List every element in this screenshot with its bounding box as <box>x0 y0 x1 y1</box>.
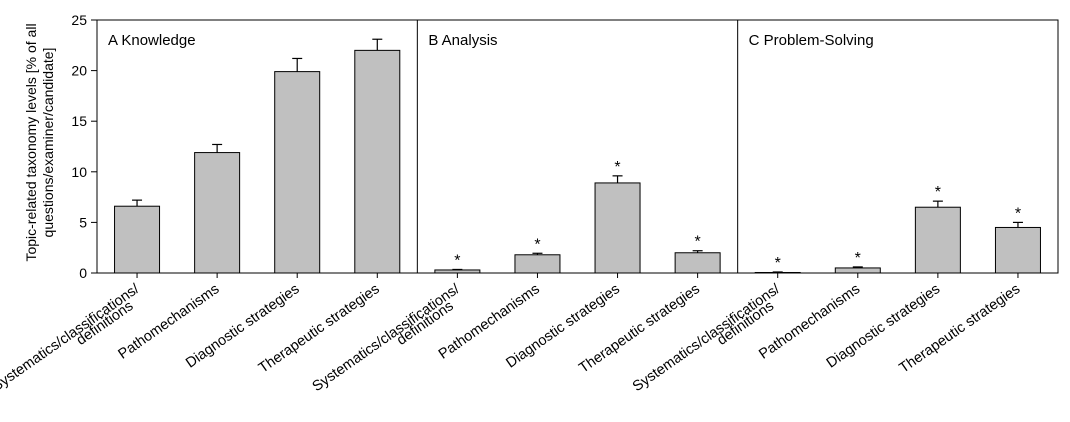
y-axis-label: Topic-related taxonomy levels [% of all <box>23 23 39 261</box>
panel-title: C Problem-Solving <box>749 32 874 49</box>
significance-star: * <box>695 234 701 251</box>
y-tick-label: 15 <box>71 113 87 129</box>
significance-star: * <box>534 236 540 253</box>
significance-star: * <box>855 250 861 267</box>
bar <box>274 71 321 274</box>
bar <box>674 252 721 274</box>
y-tick-label: 10 <box>71 164 87 180</box>
y-tick-label: 20 <box>71 63 87 79</box>
y-axis-label: questions/examiner/candidate] <box>40 48 56 238</box>
significance-star: * <box>614 159 620 176</box>
x-tick-label: Systematics/classifications/ <box>310 281 464 395</box>
bar <box>834 267 881 274</box>
bar <box>194 152 241 274</box>
bar <box>994 226 1041 274</box>
bar <box>354 49 401 274</box>
panel-title: B Analysis <box>428 32 497 49</box>
bar <box>594 182 641 274</box>
significance-star: * <box>775 255 781 272</box>
significance-star: * <box>935 184 941 201</box>
plot-frame <box>96 19 1059 274</box>
y-tick-label: 25 <box>71 12 87 28</box>
x-tick-label: Systematics/classifications/ <box>0 281 143 395</box>
panel-title: A Knowledge <box>108 32 196 49</box>
significance-star: * <box>1015 205 1021 222</box>
y-tick-label: 5 <box>79 214 87 230</box>
significance-star: * <box>454 252 460 269</box>
x-tick-label: Systematics/classifications/ <box>630 281 784 395</box>
bar <box>514 254 561 274</box>
bar <box>434 269 481 274</box>
y-tick-label: 0 <box>79 265 87 281</box>
bar <box>114 205 161 274</box>
bar <box>914 206 961 274</box>
